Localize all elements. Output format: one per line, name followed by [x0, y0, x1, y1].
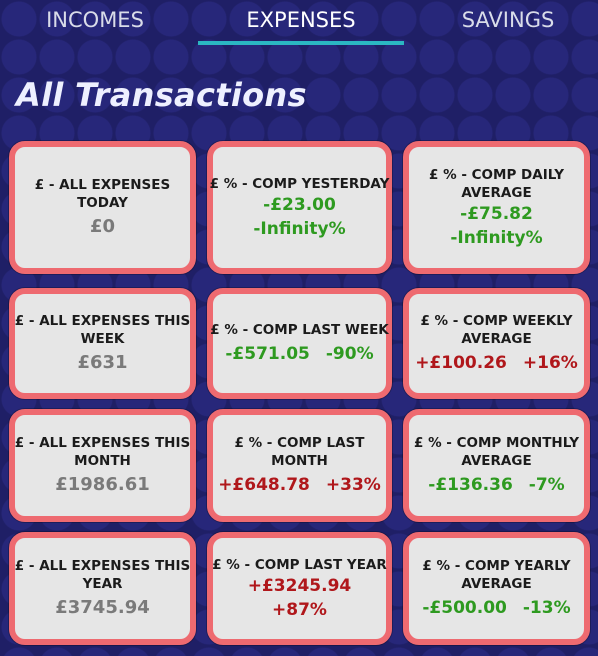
card-values: -£500.00 -13% — [422, 596, 570, 620]
card-label-line1: £ % - COMP DAILY — [429, 166, 564, 183]
card-amount: -£136.36 — [428, 475, 513, 495]
card-label-line2: AVERAGE — [461, 576, 532, 592]
card-comp-last-year[interactable]: £ % - COMP LAST YEAR +£3245.94 +87% — [207, 532, 392, 645]
card-label-line1: £ - ALL EXPENSES THIS — [14, 435, 191, 451]
card-label-line2: MONTH — [271, 453, 328, 469]
card-comp-daily-average[interactable]: £ % - COMP DAILY AVERAGE -£75.82 -Infini… — [403, 141, 590, 274]
card-amount: -£23.00 — [263, 194, 336, 215]
card-percent: +33% — [325, 475, 381, 495]
card-values: +£100.26 +16% — [415, 351, 578, 375]
card-label-line2: AVERAGE — [461, 184, 532, 201]
card-all-expenses-this-year[interactable]: £ - ALL EXPENSES THIS YEAR £3745.94 — [9, 532, 196, 645]
card-label-line1: £ % - COMP MONTHLY — [413, 435, 580, 451]
card-amount: +£100.26 — [415, 353, 507, 373]
card-percent: +87% — [272, 599, 327, 620]
card-label-line1: £ % - COMP LAST YEAR — [212, 556, 387, 573]
card-label-line1: £ - ALL EXPENSES — [34, 177, 171, 193]
card-percent: -13% — [522, 598, 571, 618]
card-percent: -7% — [528, 475, 565, 495]
tab-savings[interactable]: SAVINGS — [461, 8, 555, 32]
card-amount: -£75.82 — [460, 203, 533, 224]
card-percent: +16% — [522, 353, 578, 373]
card-amount: +£648.78 — [218, 475, 310, 495]
card-label-line1: £ - ALL EXPENSES THIS — [14, 313, 191, 329]
card-amount: +£3245.94 — [247, 575, 352, 596]
card-label-line1: £ - ALL EXPENSES THIS — [14, 558, 191, 574]
tab-incomes[interactable]: INCOMES — [46, 8, 144, 32]
card-values: -£571.05 -90% — [225, 342, 373, 366]
card-comp-weekly-average[interactable]: £ % - COMP WEEKLY AVERAGE +£100.26 +16% — [403, 288, 590, 399]
card-label-line1: £ % - COMP WEEKLY — [420, 313, 573, 329]
tab-bar: INCOMES EXPENSES SAVINGS — [0, 0, 598, 46]
card-label-line2: AVERAGE — [461, 331, 532, 347]
card-label-line1: £ % - COMP LAST WEEK — [210, 322, 389, 338]
card-percent: -90% — [325, 344, 374, 364]
card-percent: -Infinity% — [253, 218, 346, 239]
card-amount: £0 — [89, 216, 116, 237]
card-values: -£136.36 -7% — [428, 473, 564, 497]
card-all-expenses-today[interactable]: £ - ALL EXPENSES TODAY £0 — [9, 141, 196, 274]
card-label-line2: WEEK — [80, 331, 125, 347]
card-comp-last-month[interactable]: £ % - COMP LAST MONTH +£648.78 +33% — [207, 409, 392, 522]
card-label-line1: £ % - COMP LAST — [234, 435, 365, 451]
card-percent: -Infinity% — [450, 227, 543, 248]
card-comp-yesterday[interactable]: £ % - COMP YESTERDAY -£23.00 -Infinity% — [207, 141, 392, 274]
card-amount: £3745.94 — [55, 597, 150, 618]
card-comp-last-week[interactable]: £ % - COMP LAST WEEK -£571.05 -90% — [207, 288, 392, 399]
card-label-line2: AVERAGE — [461, 453, 532, 469]
card-amount: £631 — [77, 352, 128, 373]
card-label-line2: MONTH — [74, 453, 131, 469]
active-tab-indicator — [198, 41, 404, 45]
page-title: All Transactions — [16, 76, 307, 114]
card-amount: -£571.05 — [225, 344, 310, 364]
card-label-line2: YEAR — [82, 576, 123, 592]
card-amount: -£500.00 — [422, 598, 507, 618]
card-all-expenses-this-week[interactable]: £ - ALL EXPENSES THIS WEEK £631 — [9, 288, 196, 399]
card-values: +£648.78 +33% — [218, 473, 381, 497]
card-label-line2: TODAY — [77, 195, 128, 211]
card-all-expenses-this-month[interactable]: £ - ALL EXPENSES THIS MONTH £1986.61 — [9, 409, 196, 522]
card-comp-yearly-average[interactable]: £ % - COMP YEARLY AVERAGE -£500.00 -13% — [403, 532, 590, 645]
card-amount: £1986.61 — [55, 474, 150, 495]
tab-expenses[interactable]: EXPENSES — [246, 8, 356, 32]
card-comp-monthly-average[interactable]: £ % - COMP MONTHLY AVERAGE -£136.36 -7% — [403, 409, 590, 522]
card-label-line1: £ % - COMP YEARLY — [422, 558, 571, 574]
card-label-line1: £ % - COMP YESTERDAY — [209, 175, 390, 192]
